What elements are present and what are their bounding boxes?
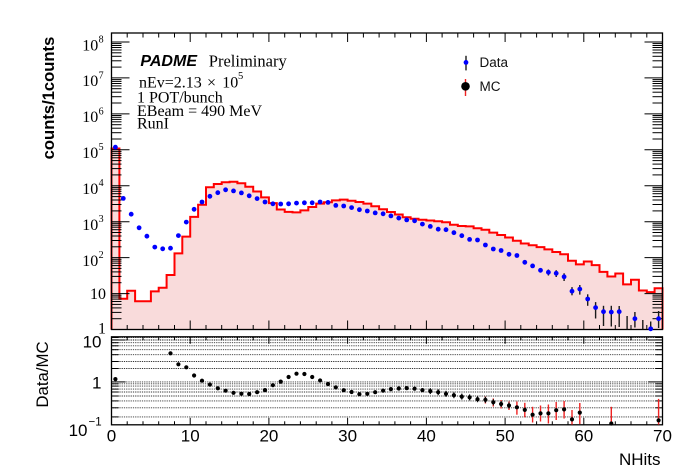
svg-text:5: 5 — [238, 71, 243, 82]
svg-text:Data/MC: Data/MC — [33, 341, 52, 407]
svg-text:1: 1 — [92, 374, 101, 393]
svg-text:3: 3 — [99, 214, 104, 225]
svg-text:10: 10 — [82, 145, 98, 162]
svg-text:50: 50 — [496, 427, 515, 446]
svg-text:10: 10 — [181, 427, 200, 446]
svg-text:nEv=2.13: nEv=2.13 — [139, 75, 202, 92]
svg-text:4: 4 — [99, 178, 104, 189]
svg-text:NHits: NHits — [619, 450, 661, 469]
svg-text:PADME: PADME — [140, 53, 198, 70]
svg-text:1 POT/bunch: 1 POT/bunch — [137, 89, 223, 106]
svg-text:RunI: RunI — [137, 116, 169, 133]
svg-text:1: 1 — [98, 320, 106, 337]
svg-text:10: 10 — [82, 181, 98, 198]
svg-text:×: × — [207, 75, 216, 92]
svg-text:0: 0 — [107, 427, 116, 446]
svg-text:5: 5 — [99, 142, 104, 153]
svg-text:−1: −1 — [89, 417, 102, 429]
svg-text:10: 10 — [83, 332, 102, 351]
svg-text:2: 2 — [99, 250, 104, 261]
svg-text:6: 6 — [99, 106, 104, 117]
svg-text:8: 8 — [99, 34, 104, 45]
svg-text:Data: Data — [480, 55, 509, 70]
svg-text:MC: MC — [480, 79, 501, 94]
svg-text:7: 7 — [99, 70, 104, 81]
svg-text:10: 10 — [69, 421, 88, 440]
svg-text:20: 20 — [259, 427, 278, 446]
svg-text:EBeam = 490 MeV: EBeam = 490 MeV — [137, 103, 262, 120]
svg-text:60: 60 — [574, 427, 593, 446]
svg-text:40: 40 — [417, 427, 436, 446]
svg-text:10: 10 — [90, 286, 106, 303]
svg-text:30: 30 — [338, 427, 357, 446]
svg-text:70: 70 — [653, 427, 672, 446]
svg-text:counts/1counts: counts/1counts — [39, 37, 58, 160]
svg-text:10: 10 — [82, 253, 98, 270]
svg-text:10: 10 — [222, 75, 238, 92]
svg-text:10: 10 — [82, 73, 98, 90]
svg-text:10: 10 — [82, 217, 98, 234]
svg-text:10: 10 — [82, 109, 98, 126]
svg-text:10: 10 — [82, 37, 98, 54]
svg-text:Preliminary: Preliminary — [209, 52, 288, 71]
